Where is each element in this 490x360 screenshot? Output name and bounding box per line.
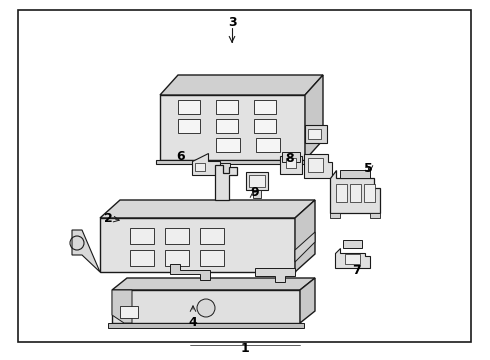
Polygon shape — [340, 170, 370, 178]
Text: 4: 4 — [189, 315, 197, 328]
Polygon shape — [100, 218, 295, 272]
Bar — [130, 250, 154, 266]
Polygon shape — [108, 323, 304, 328]
Bar — [253, 190, 261, 198]
Bar — [350, 184, 361, 202]
Bar — [130, 228, 154, 244]
Polygon shape — [72, 230, 100, 272]
Text: 3: 3 — [228, 15, 236, 28]
Polygon shape — [335, 248, 370, 268]
Polygon shape — [160, 75, 323, 95]
Polygon shape — [295, 200, 315, 272]
Polygon shape — [112, 290, 300, 323]
Text: 5: 5 — [364, 162, 372, 175]
Polygon shape — [330, 213, 340, 218]
Bar — [254, 119, 276, 133]
Text: 1: 1 — [241, 342, 249, 356]
Bar — [200, 228, 224, 244]
Bar — [345, 254, 360, 264]
Text: 7: 7 — [352, 264, 360, 276]
Polygon shape — [192, 153, 220, 175]
Bar — [120, 306, 138, 318]
Polygon shape — [215, 165, 237, 200]
Polygon shape — [170, 264, 210, 280]
Polygon shape — [160, 95, 305, 160]
Polygon shape — [280, 156, 302, 174]
Polygon shape — [370, 213, 380, 218]
Text: 6: 6 — [177, 150, 185, 163]
Polygon shape — [112, 290, 132, 323]
Circle shape — [197, 299, 215, 317]
Polygon shape — [220, 163, 230, 173]
Polygon shape — [295, 232, 315, 262]
Bar — [200, 250, 224, 266]
Polygon shape — [246, 172, 268, 190]
Bar — [308, 129, 321, 139]
Bar — [249, 175, 265, 187]
Bar — [336, 184, 347, 202]
Bar — [216, 138, 240, 152]
Bar — [364, 184, 375, 202]
Bar — [216, 100, 238, 114]
Polygon shape — [343, 240, 362, 248]
Polygon shape — [305, 75, 323, 160]
Text: 8: 8 — [286, 152, 294, 165]
Bar — [254, 100, 276, 114]
Bar — [195, 163, 205, 171]
Polygon shape — [255, 268, 295, 282]
Polygon shape — [304, 154, 332, 178]
Bar — [286, 158, 296, 168]
Polygon shape — [300, 278, 315, 323]
Bar — [216, 119, 238, 133]
Polygon shape — [305, 125, 327, 143]
Bar — [256, 138, 280, 152]
Bar — [178, 100, 200, 114]
Bar — [165, 228, 189, 244]
Text: 2: 2 — [103, 211, 112, 225]
Polygon shape — [100, 200, 315, 218]
Bar — [308, 158, 323, 172]
Polygon shape — [112, 278, 315, 290]
Text: 9: 9 — [251, 186, 259, 199]
Polygon shape — [156, 160, 309, 164]
Polygon shape — [330, 170, 380, 213]
Bar — [165, 250, 189, 266]
Bar — [178, 119, 200, 133]
Polygon shape — [282, 152, 300, 162]
